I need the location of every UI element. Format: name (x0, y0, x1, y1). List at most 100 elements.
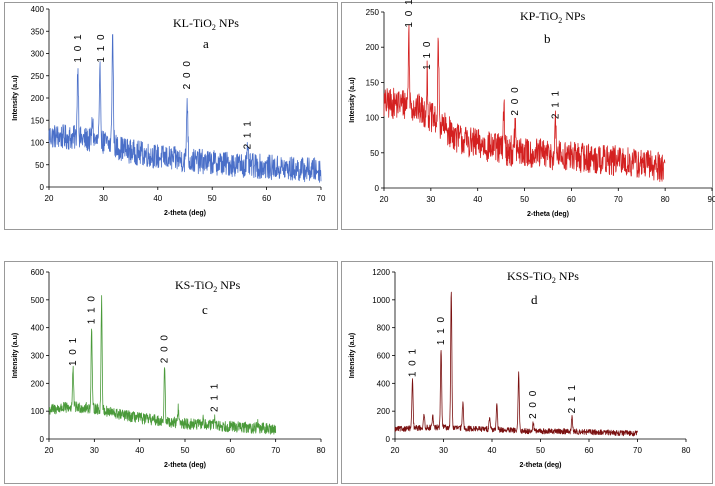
xrd-series-line (48, 295, 277, 435)
peak-index-label: 2 0 0 (510, 86, 521, 116)
x-tick-label: 30 (90, 446, 99, 455)
panel-letter: b (544, 31, 551, 46)
y-tick-label: 0 (40, 435, 45, 444)
y-tick-label: 0 (386, 435, 391, 444)
y-tick-label: 300 (31, 50, 45, 59)
y-tick-label: 800 (377, 324, 391, 333)
x-tick-label: 40 (488, 446, 497, 455)
y-tick-label: 1200 (372, 268, 390, 277)
y-tick-label: 150 (366, 78, 380, 87)
y-tick-label: 200 (31, 94, 45, 103)
y-tick-label: 100 (31, 139, 45, 148)
xrd-series-line (48, 33, 322, 183)
x-tick-label: 60 (262, 194, 271, 203)
x-tick-label: 50 (520, 195, 529, 204)
xrd-panel-c: 20 30 40 50 60 70 80 0 100 200 300 400 500 600 2-theta… (4, 261, 338, 484)
x-axis-label: 2-theta (deg) (164, 462, 206, 469)
y-tick-label: 150 (31, 116, 45, 125)
xrd-chart-d: 20 30 40 50 60 70 800200400600800100012002-the… (349, 268, 691, 469)
y-tick-label: 0 (40, 183, 45, 192)
peak-index-label: 2 0 0 (528, 389, 539, 419)
x-tick-label: 20 (380, 195, 389, 204)
x-tick-label: 40 (473, 195, 482, 204)
y-tick-label: 300 (31, 352, 45, 361)
xrd-chart-a: 20 30 40 50 60 70 0 50 100 150 200 250 300 350 400 2-th… (12, 5, 326, 217)
xrd-series-line (383, 24, 666, 182)
x-tick-label: 60 (226, 446, 235, 455)
x-tick-label: 80 (317, 446, 326, 455)
x-tick-label: 70 (633, 446, 642, 455)
xrd-series-line (394, 291, 638, 437)
y-axis-label: Intensity (a.u) (349, 77, 356, 123)
y-tick-label: 500 (31, 296, 45, 305)
x-tick-label: 50 (536, 446, 545, 455)
peak-index-label: 2 1 1 (209, 382, 220, 412)
xrd-panel-d: 20 30 40 50 60 70 80 0 200 400 600 800 1000 1200 2-the… (341, 261, 713, 484)
x-tick-label: 80 (682, 446, 691, 455)
x-tick-label: 30 (439, 446, 448, 455)
xrd-panel-b: 20 30 40 50 60 70 80 90 0 50 100 150 200 250 2-theta (… (341, 0, 715, 230)
y-tick-label: 0 (375, 184, 380, 193)
chart-title: KL-TiO2 NPs (173, 16, 239, 32)
peak-index-label: 1 1 0 (436, 315, 447, 345)
peak-index-label: 2 1 1 (567, 384, 578, 414)
peak-index-label: 2 0 0 (182, 60, 193, 90)
panel-letter: d (531, 292, 538, 307)
peak-index-label: 1 0 1 (73, 33, 84, 63)
y-tick-label: 600 (377, 352, 391, 361)
x-tick-label: 30 (99, 194, 108, 203)
y-tick-label: 400 (377, 379, 391, 388)
x-tick-label: 80 (661, 195, 670, 204)
x-tick-label: 20 (391, 446, 400, 455)
y-tick-label: 100 (31, 407, 45, 416)
chart-title: KS-TiO2 NPs (175, 278, 241, 294)
y-axis-label: Intensity (a.u) (12, 333, 19, 379)
xrd-chart-b: 20 30 40 50 60 70 80 90 0 50 100 150 200 250 2-theta (… (349, 0, 715, 218)
peak-index-label: 2 0 0 (160, 333, 171, 363)
x-tick-label: 30 (426, 195, 435, 204)
x-tick-label: 70 (317, 194, 326, 203)
y-axis-label: Intensity (a.u) (349, 333, 356, 379)
peak-index-label: 1 1 0 (87, 295, 98, 325)
x-axis-label: 2-theta (deg) (164, 210, 206, 217)
x-tick-label: 20 (45, 446, 54, 455)
peak-index-label: 1 0 1 (68, 336, 79, 366)
x-tick-label: 50 (181, 446, 190, 455)
peak-index-label: 2 1 1 (550, 89, 561, 119)
x-axis-label: 2-theta (deg) (527, 211, 569, 218)
xrd-chart-c: 20 30 40 50 60 70 80 0 100 200 300 400 500 600 2-theta… (12, 268, 326, 469)
x-tick-label: 40 (153, 194, 162, 203)
chart-title: KP-TiO2 NPs (520, 9, 586, 25)
y-tick-label: 100 (366, 114, 380, 123)
y-tick-label: 200 (377, 407, 391, 416)
y-tick-label: 50 (370, 149, 379, 158)
panel-letter: c (202, 302, 208, 317)
peak-index-label: 2 1 1 (243, 120, 254, 150)
y-tick-label: 350 (31, 27, 45, 36)
y-tick-label: 1000 (372, 296, 390, 305)
y-tick-label: 200 (31, 379, 45, 388)
xrd-panel-a: 20 30 40 50 60 70 0 50 100 150 200 250 300 350 400 2-th… (4, 2, 338, 230)
x-tick-label: 70 (614, 195, 623, 204)
panel-letter: a (203, 36, 209, 51)
y-tick-label: 200 (366, 43, 380, 52)
y-tick-label: 250 (31, 72, 45, 81)
x-tick-label: 70 (271, 446, 280, 455)
x-axis-label: 2-theta (deg) (520, 462, 562, 469)
chart-title: KSS-TiO2 NPs (507, 269, 579, 285)
x-tick-label: 60 (585, 446, 594, 455)
y-tick-label: 50 (35, 161, 44, 170)
y-tick-label: 400 (31, 324, 45, 333)
x-tick-label: 90 (708, 195, 715, 204)
peak-index-label: 1 1 0 (96, 33, 107, 63)
y-tick-label: 600 (31, 268, 45, 277)
x-tick-label: 20 (45, 194, 54, 203)
y-tick-label: 250 (366, 8, 380, 17)
y-tick-label: 400 (31, 5, 45, 14)
x-tick-label: 40 (135, 446, 144, 455)
x-tick-label: 50 (208, 194, 217, 203)
x-tick-label: 60 (567, 195, 576, 204)
y-axis-label: Intensity (a.u) (12, 75, 19, 121)
peak-index-label: 1 0 1 (404, 0, 415, 28)
peak-index-label: 1 1 0 (422, 40, 433, 70)
